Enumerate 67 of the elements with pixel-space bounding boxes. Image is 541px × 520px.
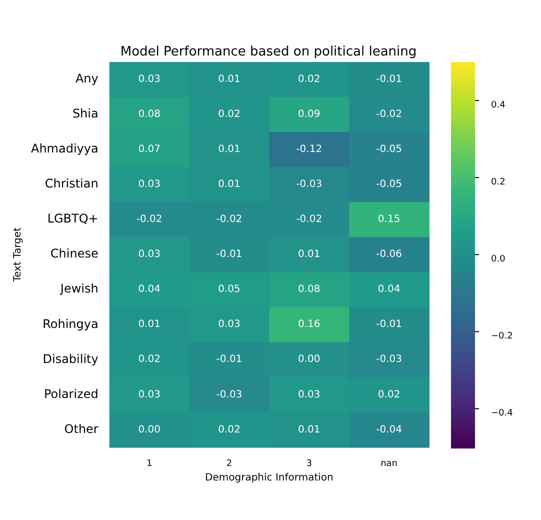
data-label: -0.06 bbox=[376, 249, 402, 260]
data-label: 0.09 bbox=[298, 109, 320, 120]
data-label: 0.03 bbox=[138, 74, 160, 86]
x-tick-label: 1 bbox=[146, 458, 152, 469]
color-bar-label: 0.4 bbox=[491, 100, 506, 110]
y-tick-label: Shia bbox=[72, 106, 98, 121]
y-tick-label: Polarized bbox=[44, 386, 98, 401]
data-label: 0.02 bbox=[298, 74, 320, 86]
data-label: -0.01 bbox=[216, 354, 242, 366]
data-label: -0.02 bbox=[376, 109, 402, 120]
data-label: 0.08 bbox=[298, 284, 320, 296]
data-label: -0.04 bbox=[376, 424, 402, 436]
y-tick-label: Jewish bbox=[59, 282, 98, 296]
data-label: 0.01 bbox=[218, 179, 240, 190]
data-label: -0.12 bbox=[296, 144, 322, 156]
data-label: 0.01 bbox=[138, 319, 160, 330]
data-label: -0.05 bbox=[376, 144, 402, 156]
data-label: 0.01 bbox=[218, 74, 240, 86]
x-tick-label: nan bbox=[380, 458, 398, 469]
x-tick-label: 2 bbox=[226, 458, 232, 469]
color-bar-label: 0.2 bbox=[491, 177, 506, 188]
chart-title: Model Performance based on political leaning bbox=[120, 44, 417, 60]
y-tick-label: Any bbox=[75, 72, 98, 86]
y-tick-label: Rohingya bbox=[42, 316, 98, 331]
data-label: 0.02 bbox=[138, 354, 160, 366]
data-label: -0.03 bbox=[376, 354, 402, 366]
data-label: 0.08 bbox=[138, 109, 160, 120]
data-label: -0.01 bbox=[376, 74, 402, 86]
y-tick-label: Other bbox=[64, 422, 98, 436]
data-label: 0.00 bbox=[138, 424, 160, 436]
y-tick-label: Chinese bbox=[50, 246, 98, 261]
data-label: -0.05 bbox=[376, 179, 402, 190]
y-tick-label: Christian bbox=[44, 176, 98, 191]
data-label: 0.07 bbox=[138, 144, 160, 156]
data-label: -0.01 bbox=[376, 319, 402, 330]
data-label: -0.03 bbox=[296, 179, 322, 190]
x-tick-label: 3 bbox=[306, 458, 312, 469]
data-label: 0.00 bbox=[298, 354, 320, 366]
data-label: 0.05 bbox=[218, 284, 240, 296]
color-bar-label: −0.2 bbox=[491, 331, 513, 342]
color-bar-label: −0.4 bbox=[491, 408, 514, 419]
data-label: 0.01 bbox=[298, 249, 320, 260]
data-label: 0.03 bbox=[298, 389, 320, 400]
data-label: 0.15 bbox=[378, 214, 400, 226]
data-label: -0.03 bbox=[216, 389, 242, 400]
data-label: 0.16 bbox=[298, 319, 320, 330]
x-axis-title: Demographic Information bbox=[205, 472, 334, 484]
y-tick-label: Disability bbox=[42, 352, 98, 366]
y-tick-label: LGBTQ+ bbox=[47, 212, 98, 226]
data-label: -0.02 bbox=[136, 214, 162, 226]
data-label: 0.04 bbox=[138, 284, 160, 296]
data-label: 0.02 bbox=[218, 424, 240, 436]
data-label: 0.03 bbox=[218, 319, 240, 330]
data-label: 0.03 bbox=[138, 249, 160, 260]
data-label: 0.01 bbox=[298, 424, 320, 436]
data-label: 0.03 bbox=[138, 389, 160, 400]
data-label: 0.01 bbox=[218, 144, 240, 156]
y-tick-label: Ahmadiyya bbox=[30, 142, 98, 156]
data-label: -0.02 bbox=[296, 214, 322, 226]
data-label: 0.02 bbox=[218, 109, 240, 120]
data-label: 0.02 bbox=[378, 389, 400, 400]
data-label: -0.01 bbox=[216, 249, 242, 260]
color-bar-label: 0.0 bbox=[491, 254, 506, 264]
data-label: -0.02 bbox=[216, 214, 242, 226]
data-label: 0.04 bbox=[378, 284, 400, 296]
data-label: 0.03 bbox=[138, 179, 160, 190]
y-axis-title: Text Target bbox=[12, 227, 24, 283]
